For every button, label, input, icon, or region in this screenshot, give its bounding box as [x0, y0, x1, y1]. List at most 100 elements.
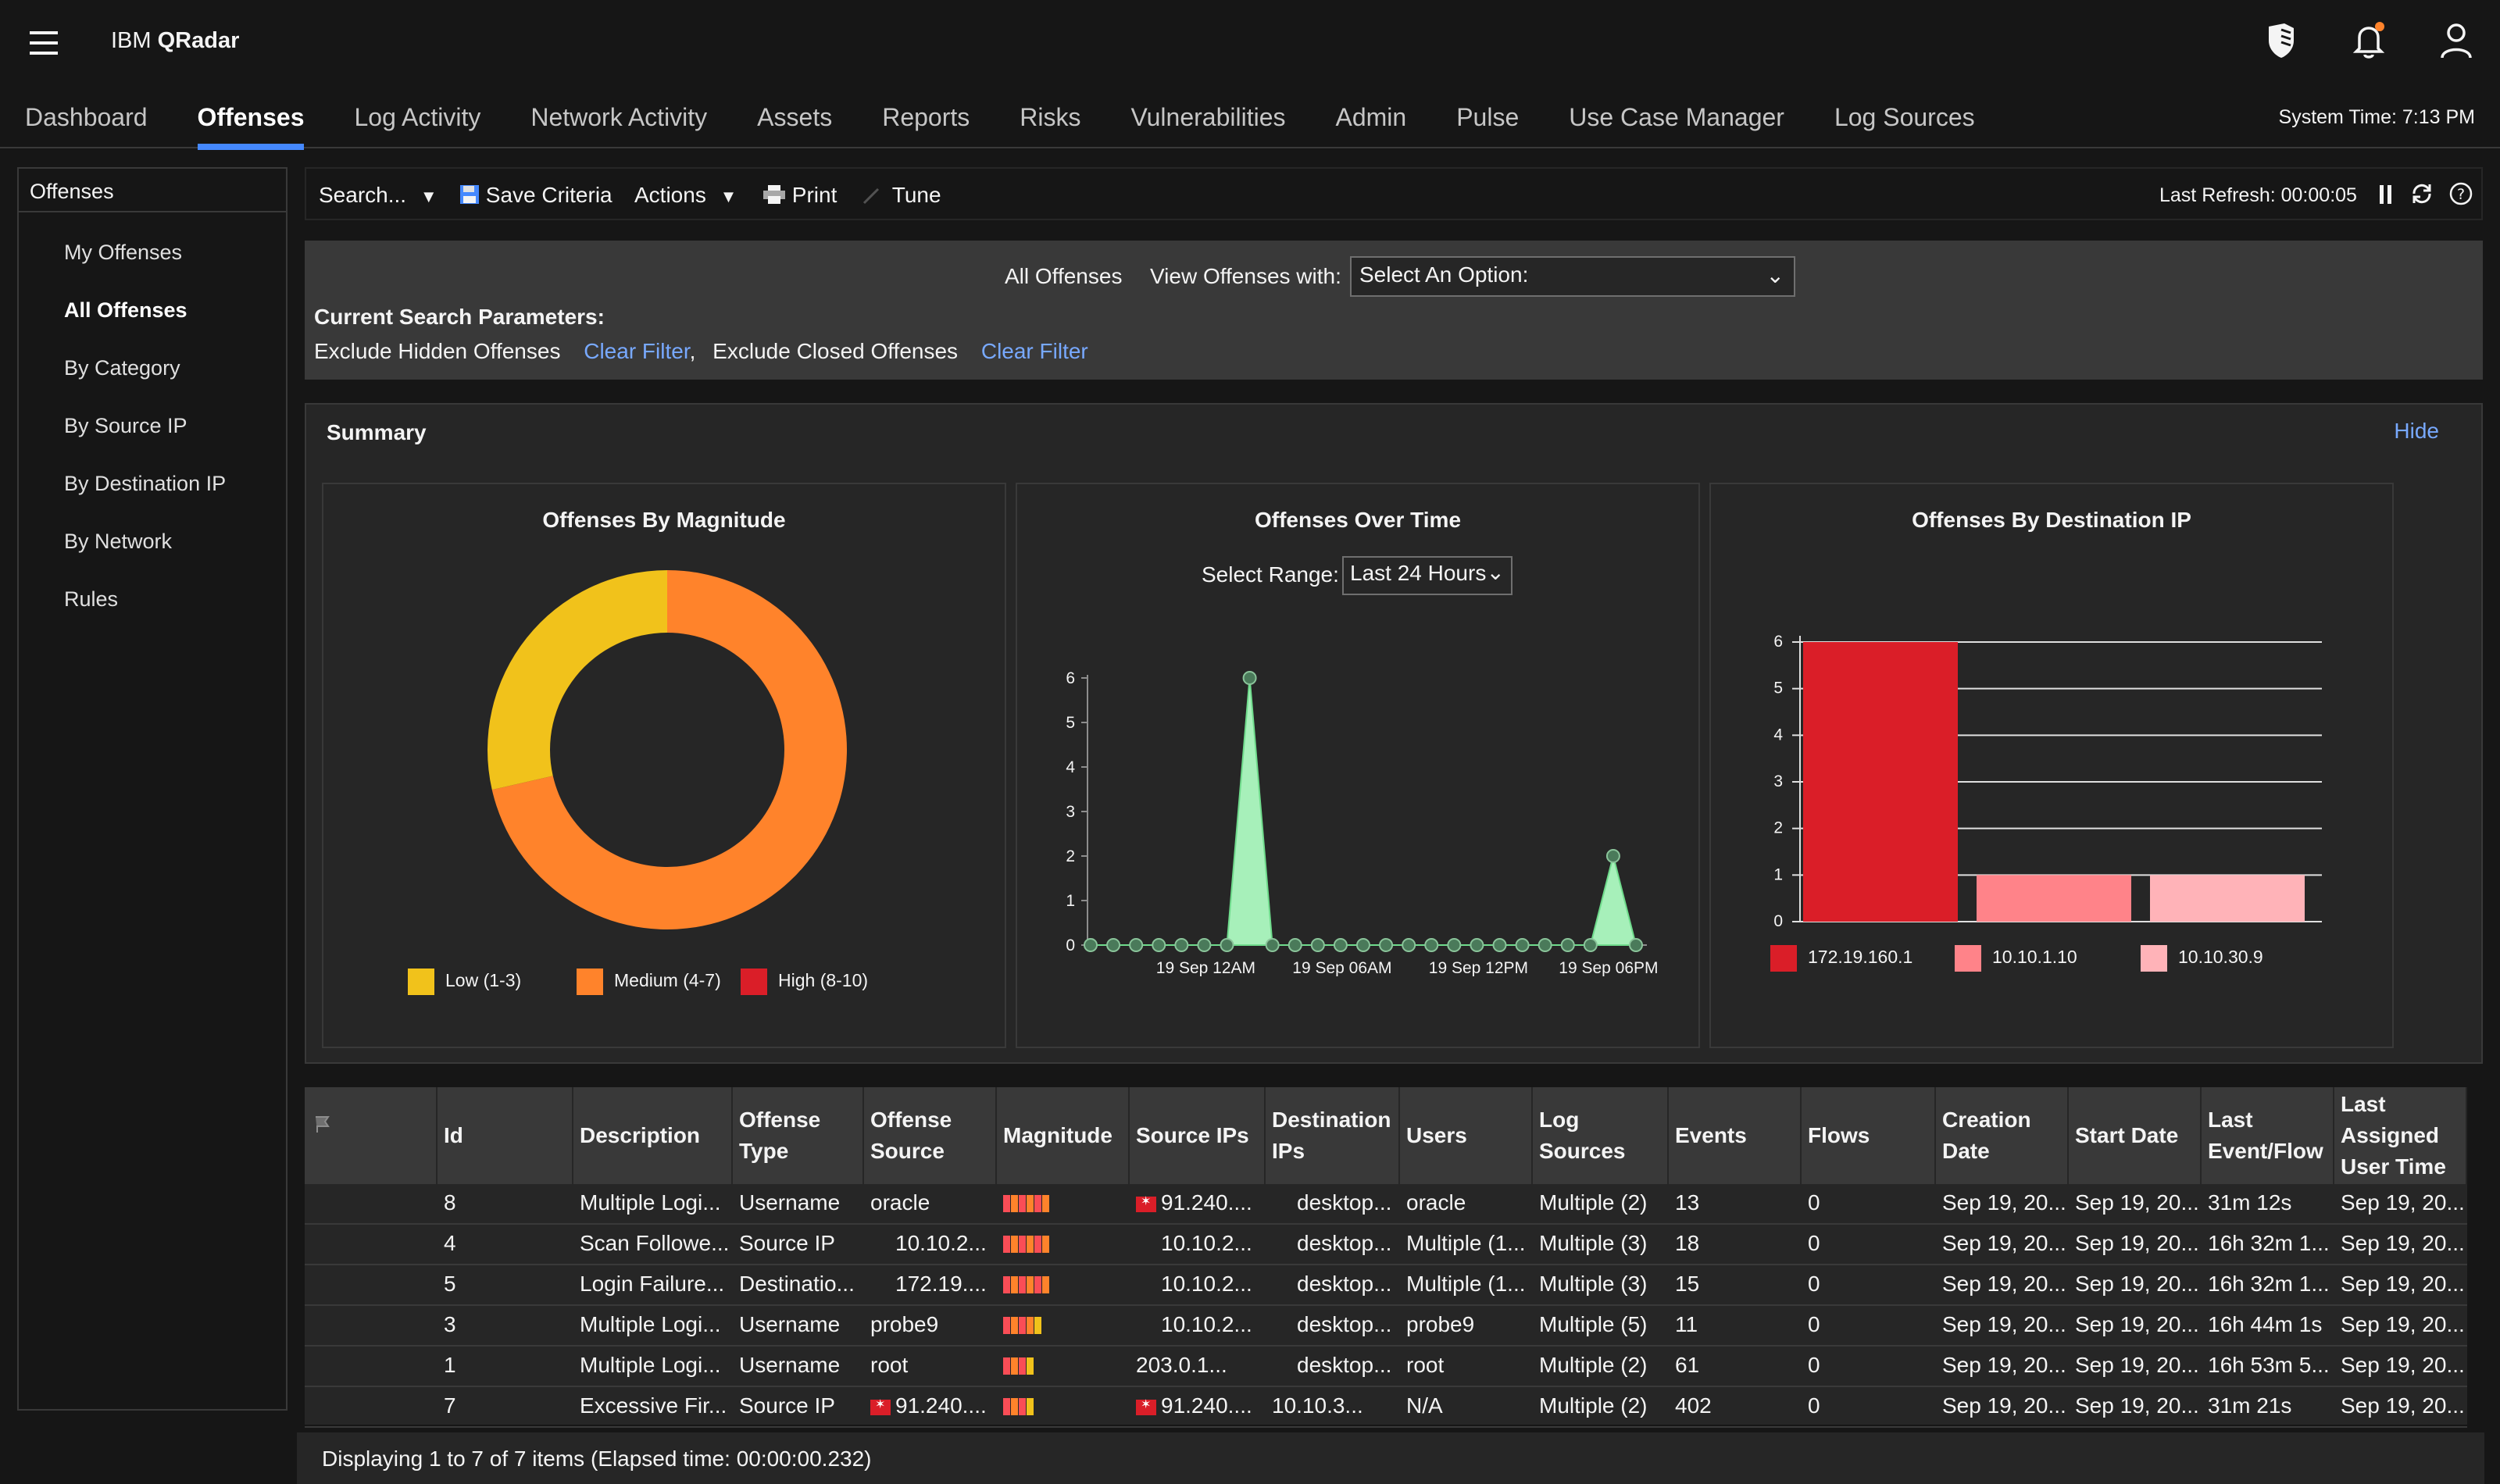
- column-header-log-sources[interactable]: Log Sources: [1533, 1087, 1669, 1184]
- data-point[interactable]: [1356, 938, 1370, 952]
- tab-dashboard[interactable]: Dashboard: [25, 103, 148, 131]
- cell-source-ips[interactable]: 10.10.2...: [1136, 1231, 1264, 1256]
- tab-risks[interactable]: Risks: [1020, 103, 1081, 131]
- tab-network-activity[interactable]: Network Activity: [530, 103, 708, 131]
- save-criteria-button[interactable]: Save Criteria: [459, 183, 612, 208]
- column-header-source-ips[interactable]: Source IPs: [1130, 1087, 1266, 1184]
- cell-source-ips[interactable]: 10.10.2...: [1136, 1272, 1264, 1297]
- sidebar-item-by-category[interactable]: By Category: [64, 356, 180, 380]
- data-point[interactable]: [1583, 938, 1598, 952]
- actions-menu-button[interactable]: Actions ▼: [634, 183, 738, 207]
- column-header-last-event-flow[interactable]: Last Event/Flow: [2202, 1087, 2334, 1184]
- legend-10-10-1-10[interactable]: 10.10.1.10: [1955, 945, 2077, 972]
- cell-offense-source[interactable]: 10.10.2...: [870, 1231, 995, 1256]
- refresh-icon[interactable]: [2409, 181, 2434, 206]
- cell-description[interactable]: Scan Followe...: [580, 1231, 731, 1256]
- data-point[interactable]: [1197, 938, 1212, 952]
- table-row[interactable]: 7 Excessive Fir... Source IP 91.240.... 91.2…: [305, 1387, 2467, 1428]
- column-header-users[interactable]: Users: [1400, 1087, 1533, 1184]
- cell-destination-ips[interactable]: desktop...: [1272, 1272, 1398, 1297]
- data-point[interactable]: [1288, 938, 1302, 952]
- cell-destination-ips[interactable]: desktop...: [1272, 1312, 1398, 1337]
- column-header-last-assigned-user-time[interactable]: Last Assigned User Time: [2334, 1087, 2467, 1184]
- bar-172-19-160-1[interactable]: [1803, 642, 1958, 922]
- notifications-bell-icon[interactable]: [2345, 17, 2392, 64]
- data-point[interactable]: [1515, 938, 1530, 952]
- cell-offense-source[interactable]: 172.19....: [870, 1272, 995, 1297]
- search-menu-button[interactable]: Search... ▼: [319, 183, 438, 207]
- column-header-events[interactable]: Events: [1669, 1087, 1802, 1184]
- data-point[interactable]: [1129, 938, 1144, 952]
- sidebar-item-by-source-ip[interactable]: By Source IP: [64, 414, 188, 437]
- help-icon[interactable]: ?: [2448, 181, 2473, 206]
- clear-filter-hidden-link[interactable]: Clear Filter: [584, 339, 690, 363]
- sidebar-item-rules[interactable]: Rules: [64, 587, 119, 611]
- column-flag-header[interactable]: [305, 1087, 438, 1184]
- table-row[interactable]: 8 Multiple Logi... Username oracle 91.240...…: [305, 1184, 2467, 1225]
- cell-description[interactable]: Login Failure...: [580, 1272, 731, 1297]
- tab-pulse[interactable]: Pulse: [1456, 103, 1520, 131]
- legend-10-10-30-9[interactable]: 10.10.30.9: [2141, 945, 2263, 972]
- tab-admin[interactable]: Admin: [1335, 103, 1407, 131]
- cell-destination-ips[interactable]: desktop...: [1272, 1231, 1398, 1256]
- tab-reports[interactable]: Reports: [882, 103, 970, 131]
- data-point[interactable]: [1333, 938, 1348, 952]
- menu-icon[interactable]: [30, 31, 58, 55]
- bar-10-10-30-9[interactable]: [2150, 875, 2305, 922]
- cell-destination-ips[interactable]: desktop...: [1272, 1190, 1398, 1215]
- print-button[interactable]: Print: [762, 183, 837, 208]
- column-header-destination-ips[interactable]: Destination IPs: [1266, 1087, 1400, 1184]
- data-point[interactable]: [1152, 938, 1166, 952]
- data-point[interactable]: [1470, 938, 1484, 952]
- column-header-id[interactable]: Id: [438, 1087, 573, 1184]
- tab-vulnerabilities[interactable]: Vulnerabilities: [1130, 103, 1286, 131]
- data-point[interactable]: [1538, 938, 1552, 952]
- cell-description[interactable]: Excessive Fir...: [580, 1393, 731, 1418]
- cell-offense-source[interactable]: root: [870, 1353, 995, 1378]
- cell-offense-source[interactable]: 91.240....: [870, 1393, 995, 1418]
- tune-button[interactable]: Tune: [862, 183, 941, 208]
- tab-assets[interactable]: Assets: [757, 103, 833, 131]
- data-point[interactable]: [1310, 938, 1325, 952]
- table-row[interactable]: 1 Multiple Logi... Username root 203.0.1... d…: [305, 1347, 2467, 1387]
- cell-description[interactable]: Multiple Logi...: [580, 1353, 731, 1378]
- sidebar-item-by-network[interactable]: By Network: [64, 530, 173, 553]
- data-point[interactable]: [1174, 938, 1189, 952]
- cell-offense-source[interactable]: probe9: [870, 1312, 995, 1337]
- cell-source-ips[interactable]: 203.0.1...: [1136, 1353, 1264, 1378]
- cell-destination-ips[interactable]: desktop...: [1272, 1353, 1398, 1378]
- column-header-offense-source[interactable]: Offense Source: [864, 1087, 997, 1184]
- data-point[interactable]: [1629, 938, 1643, 952]
- security-shield-icon[interactable]: [2258, 17, 2305, 64]
- hide-summary-link[interactable]: Hide: [2394, 419, 2439, 443]
- legend-low-1-3[interactable]: Low (1-3): [408, 969, 521, 995]
- data-point[interactable]: [1084, 938, 1098, 952]
- sidebar-item-by-destination-ip[interactable]: By Destination IP: [64, 472, 227, 495]
- column-header-offense-type[interactable]: Offense Type: [733, 1087, 864, 1184]
- sidebar-item-my-offenses[interactable]: My Offenses: [64, 241, 183, 264]
- user-profile-icon[interactable]: [2433, 17, 2480, 64]
- column-header-magnitude[interactable]: Magnitude: [997, 1087, 1130, 1184]
- donut-slice-medium-4-7[interactable]: [491, 570, 847, 929]
- cell-description[interactable]: Multiple Logi...: [580, 1312, 731, 1337]
- cell-destination-ips[interactable]: 10.10.3...: [1272, 1393, 1398, 1418]
- donut-slice-low-1-3[interactable]: [488, 570, 667, 790]
- data-point[interactable]: [1560, 938, 1575, 952]
- legend-high-8-10[interactable]: High (8-10): [741, 969, 868, 995]
- cell-offense-source[interactable]: oracle: [870, 1190, 995, 1215]
- table-row[interactable]: 4 Scan Followe... Source IP 10.10.2... 10.10…: [305, 1225, 2467, 1265]
- sidebar-item-all-offenses[interactable]: All Offenses: [64, 298, 188, 322]
- data-point[interactable]: [1265, 938, 1280, 952]
- cell-source-ips[interactable]: 10.10.2...: [1136, 1312, 1264, 1337]
- column-header-start-date[interactable]: Start Date: [2069, 1087, 2202, 1184]
- cell-source-ips[interactable]: 91.240....: [1136, 1393, 1264, 1418]
- data-point[interactable]: [1379, 938, 1394, 952]
- table-row[interactable]: 3 Multiple Logi... Username probe9 10.10.2..…: [305, 1306, 2467, 1347]
- range-select[interactable]: Last 24 Hours ⌄: [1342, 556, 1512, 595]
- pause-icon[interactable]: [2377, 183, 2395, 206]
- data-point[interactable]: [1605, 849, 1620, 863]
- column-header-description[interactable]: Description: [573, 1087, 733, 1184]
- data-point[interactable]: [1424, 938, 1439, 952]
- legend-medium-4-7[interactable]: Medium (4-7): [577, 969, 721, 995]
- tab-use-case-manager[interactable]: Use Case Manager: [1569, 103, 1784, 131]
